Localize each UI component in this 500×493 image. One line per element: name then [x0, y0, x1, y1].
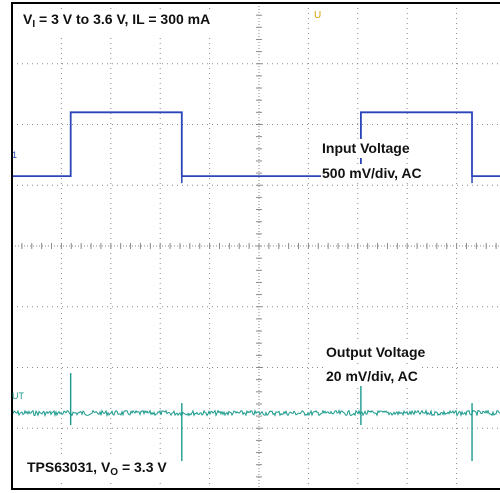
grid — [11, 2, 500, 490]
channel-1-marker: 1 — [12, 150, 17, 160]
input-voltage-trace — [12, 111, 500, 178]
test-conditions-label: VI = 3 V to 3.6 V, IL = 300 mA — [22, 10, 212, 34]
output-voltage-scale: 20 mV/div, AC — [325, 367, 419, 386]
plot-frame — [11, 2, 500, 490]
input-voltage-title: Input Voltage — [321, 139, 411, 158]
input-voltage-scale: 500 mV/div, AC — [321, 164, 423, 183]
traces — [11, 111, 500, 462]
output-voltage-trace — [11, 408, 500, 418]
output-voltage-title: Output Voltage — [325, 343, 427, 362]
part-number-label: TPS63031, VO = 3.3 V — [26, 458, 168, 482]
trigger-marker: U — [314, 10, 321, 21]
channel-2-marker: UT — [12, 391, 24, 401]
